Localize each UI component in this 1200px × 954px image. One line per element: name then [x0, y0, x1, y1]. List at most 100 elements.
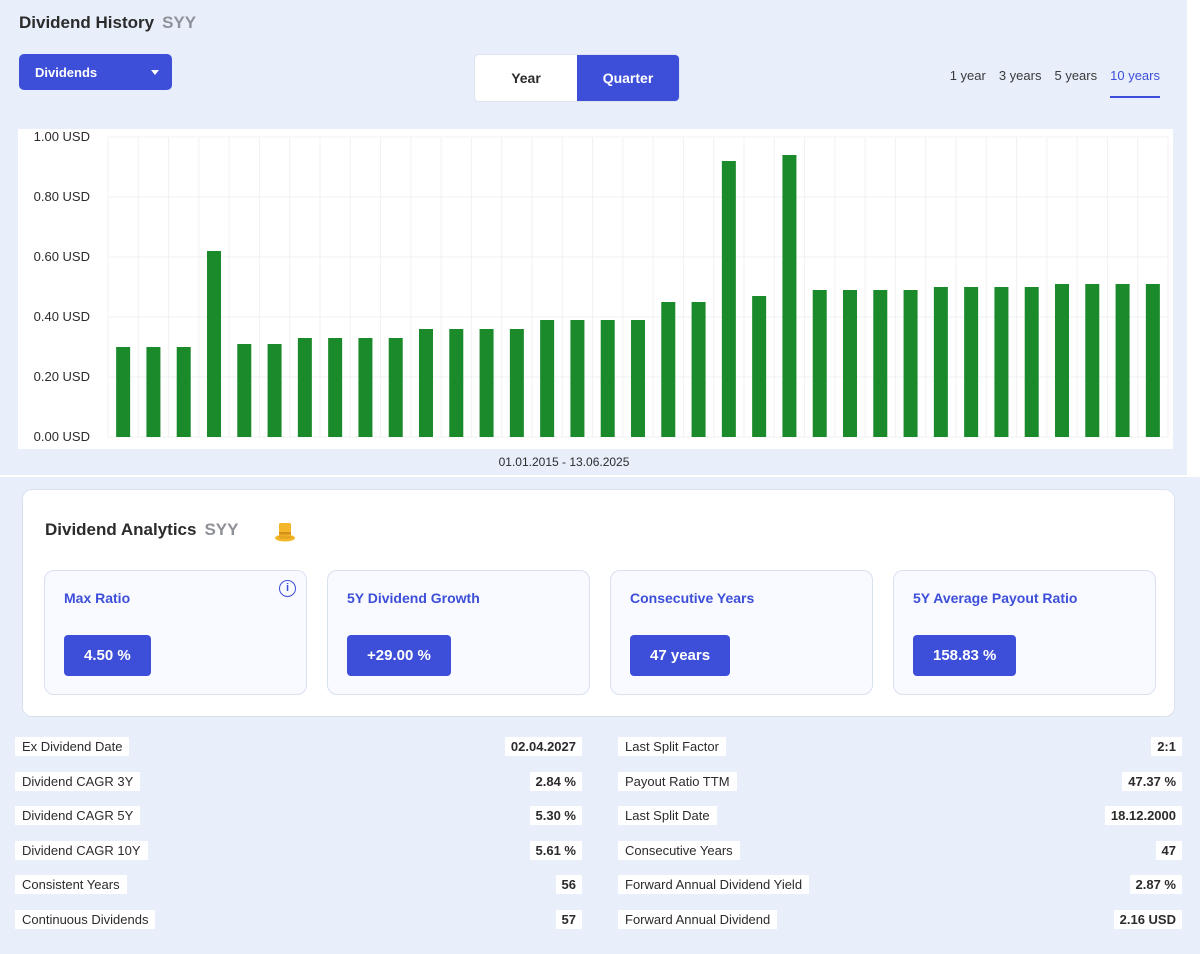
range-tabs: 1 year 3 years 5 years 10 years: [950, 68, 1160, 98]
dividend-bar[interactable]: [964, 287, 979, 437]
dividend-bar[interactable]: [1115, 284, 1130, 437]
stat-label: Payout Ratio TTM: [618, 772, 737, 791]
dividend-bar[interactable]: [1145, 284, 1160, 437]
stat-row: Consistent Years 56: [15, 875, 582, 897]
dividend-bar[interactable]: [419, 329, 433, 437]
stat-value: 2:1: [1151, 737, 1182, 756]
dividend-bar[interactable]: [570, 320, 585, 437]
dividend-bar[interactable]: [661, 302, 676, 437]
dividend-bar[interactable]: [297, 338, 312, 437]
dividend-growth-card: 5Y Dividend Growth +29.00 %: [327, 570, 590, 695]
stat-value: 5.61 %: [529, 841, 582, 860]
stat-value: 2.87 %: [1129, 875, 1182, 894]
dividend-bar[interactable]: [752, 296, 767, 437]
dividend-history-panel: Dividend History SYY Dividends Year Quar…: [0, 0, 1187, 475]
stat-value: 47.37 %: [1122, 772, 1182, 791]
stat-row: Dividend CAGR 3Y 2.84 %: [15, 772, 582, 794]
stat-row: Forward Annual Dividend 2.16 USD: [618, 910, 1182, 932]
dividend-bar[interactable]: [388, 338, 403, 437]
stat-label: Consecutive Years: [618, 841, 740, 860]
chart-date-range: 01.01.2015 - 13.06.2025: [498, 455, 630, 469]
stat-row: Payout Ratio TTM 47.37 %: [618, 772, 1182, 794]
info-icon[interactable]: i: [279, 580, 296, 597]
chart-svg: 0.00 USD 0.20 USD 0.40 USD 0.60 USD 0.80 USD…: [34, 129, 1169, 444]
dividend-bar[interactable]: [721, 161, 736, 437]
dividend-bar[interactable]: [540, 320, 555, 437]
stat-label: Ex Dividend Date: [15, 737, 130, 756]
range-5-years[interactable]: 5 years: [1054, 68, 1098, 83]
dividend-bar[interactable]: [328, 338, 343, 437]
dividend-bar[interactable]: [933, 287, 948, 437]
stat-row: Last Split Factor 2:1: [618, 737, 1182, 759]
analytics-ticker: SYY: [204, 520, 239, 539]
dividends-dropdown[interactable]: Dividends: [19, 54, 172, 90]
analytics-cards: Max Ratio i 4.50 % 5Y Dividend Growth +2…: [44, 570, 1156, 695]
stat-row: Forward Annual Dividend Yield 2.87 %: [618, 875, 1182, 897]
stat-value: 57: [555, 910, 582, 929]
dividend-bar[interactable]: [1085, 284, 1100, 437]
dividend-bar[interactable]: [176, 347, 191, 437]
dividend-bar[interactable]: [1055, 284, 1069, 437]
y-tick-label: 0.60 USD: [34, 249, 90, 264]
card-value: 158.83 %: [913, 635, 1017, 676]
y-tick-label: 0.40 USD: [34, 309, 90, 324]
dividend-bar[interactable]: [600, 320, 615, 437]
stat-row: Ex Dividend Date 02.04.2027: [15, 737, 582, 759]
dividend-chart: 0.00 USD 0.20 USD 0.40 USD 0.60 USD 0.80 USD…: [18, 129, 1173, 449]
dividend-bar[interactable]: [903, 290, 918, 437]
stat-label: Dividend CAGR 5Y: [15, 806, 141, 825]
card-label: Consecutive Years: [630, 590, 755, 606]
dividend-bar[interactable]: [812, 290, 827, 437]
dividend-bar[interactable]: [1024, 287, 1039, 437]
stat-row: Dividend CAGR 5Y 5.30 %: [15, 806, 582, 828]
toggle-year-button[interactable]: Year: [511, 70, 541, 86]
toggle-quarter-button[interactable]: Quarter: [577, 55, 679, 101]
dividend-bar[interactable]: [237, 344, 252, 437]
dividend-bar[interactable]: [267, 344, 282, 437]
y-tick-label: 1.00 USD: [34, 129, 90, 144]
stat-label: Consistent Years: [15, 875, 127, 894]
dividend-bar[interactable]: [843, 290, 857, 437]
card-value: 4.50 %: [64, 635, 151, 676]
dividend-bar[interactable]: [631, 320, 645, 437]
dividend-bar[interactable]: [479, 329, 494, 437]
dividend-bar[interactable]: [146, 347, 161, 437]
stat-value: 47: [1155, 841, 1182, 860]
card-label: Max Ratio: [64, 590, 131, 606]
period-toggle: Year Quarter: [474, 54, 680, 102]
range-1-year[interactable]: 1 year: [949, 68, 986, 83]
card-value: +29.00 %: [347, 635, 451, 676]
dividend-bar[interactable]: [994, 287, 1009, 437]
y-tick-label: 0.00 USD: [34, 429, 90, 444]
dividend-bar[interactable]: [782, 155, 797, 437]
dividend-bar[interactable]: [691, 302, 706, 437]
stat-row: Consecutive Years 47: [618, 841, 1182, 863]
history-title-row: Dividend History SYY: [19, 13, 196, 33]
dividend-bar[interactable]: [509, 329, 524, 437]
dividend-bar[interactable]: [207, 251, 221, 437]
stat-value: 2.84 %: [529, 772, 582, 791]
dividend-bar[interactable]: [358, 338, 373, 437]
stat-label: Last Split Factor: [618, 737, 726, 756]
y-tick-label: 0.20 USD: [34, 369, 90, 384]
analytics-title-row: Dividend Analytics SYY: [45, 520, 239, 540]
stat-value: 18.12.2000: [1104, 806, 1182, 825]
dividend-bar[interactable]: [116, 347, 131, 437]
dividend-bar[interactable]: [449, 329, 464, 437]
dividend-analytics-card: Dividend Analytics SYY Max Ratio i 4.50 …: [22, 489, 1175, 717]
history-ticker: SYY: [162, 13, 197, 32]
top-hat-icon: [275, 523, 295, 542]
analytics-title: Dividend Analytics: [45, 520, 197, 539]
dividend-bar[interactable]: [873, 290, 888, 437]
y-tick-label: 0.80 USD: [34, 189, 90, 204]
payout-ratio-card: 5Y Average Payout Ratio 158.83 %: [893, 570, 1156, 695]
range-3-years[interactable]: 3 years: [998, 68, 1042, 83]
stat-row: Last Split Date 18.12.2000: [618, 806, 1182, 828]
history-title: Dividend History: [19, 13, 155, 32]
range-10-years[interactable]: 10 years: [1110, 68, 1160, 98]
stat-value: 02.04.2027: [504, 737, 582, 756]
stat-label: Continuous Dividends: [15, 910, 156, 929]
stat-label: Last Split Date: [618, 806, 717, 825]
consecutive-years-card: Consecutive Years 47 years: [610, 570, 873, 695]
stat-row: Continuous Dividends 57: [15, 910, 582, 932]
